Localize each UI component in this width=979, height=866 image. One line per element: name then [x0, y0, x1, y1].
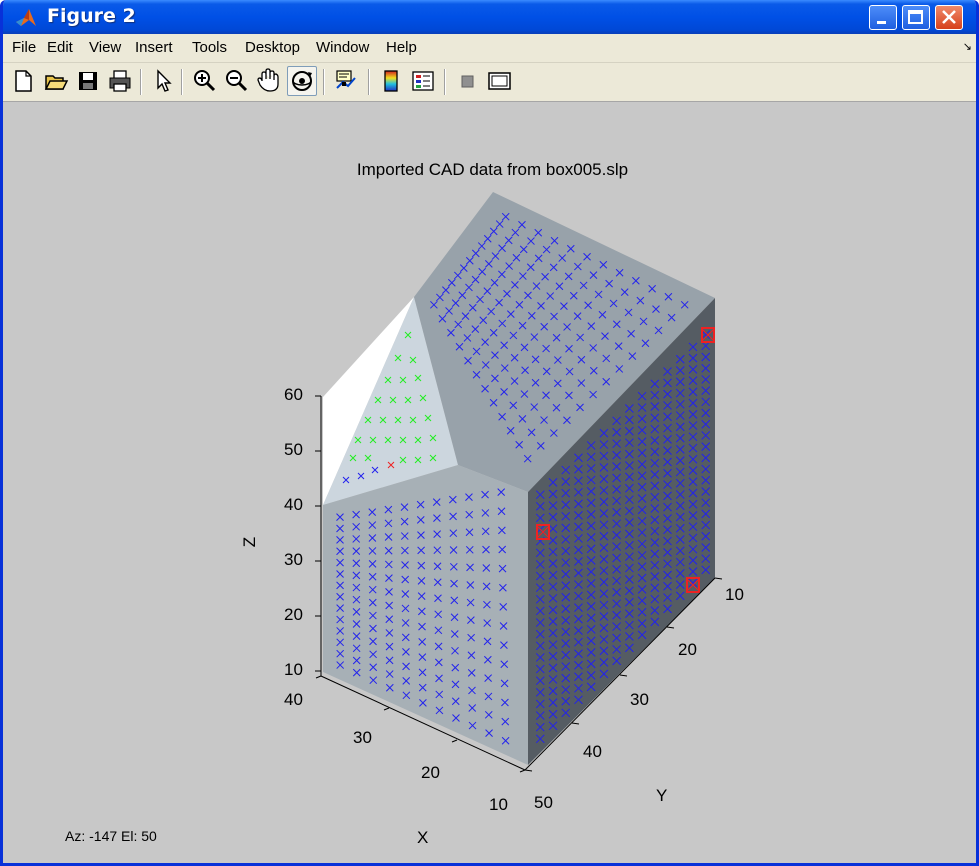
z-tick-label: 40 [284, 495, 303, 514]
new-figure-icon [15, 70, 32, 92]
matlab-logo-icon [16, 9, 36, 26]
z-tick-label: 30 [284, 550, 303, 569]
toolbar-separator [368, 69, 370, 95]
pan-button[interactable] [255, 68, 281, 94]
edit-plot-arrow-icon [157, 69, 172, 92]
menu-file[interactable]: File [12, 39, 37, 56]
x-tick-label: 20 [421, 763, 440, 782]
pan-hand-icon [257, 68, 279, 92]
zoom-out-button[interactable] [223, 68, 249, 94]
open-file-button[interactable] [43, 68, 69, 94]
x-tick-label: 30 [353, 728, 372, 747]
menu-view[interactable]: View [89, 39, 122, 56]
data-cursor-button[interactable] [333, 68, 359, 94]
z-tick-label: 10 [284, 660, 303, 679]
zoom-in-icon [194, 70, 216, 92]
save-icon [79, 72, 97, 90]
y-tick-label: 50 [534, 793, 553, 812]
toolbar-separator [323, 69, 325, 95]
save-button[interactable] [75, 68, 101, 94]
figure-toolbar [3, 63, 976, 102]
maximize-button[interactable] [902, 5, 930, 30]
menu-tools[interactable]: Tools [192, 39, 228, 56]
menu-desktop[interactable]: Desktop [245, 39, 301, 56]
z-tick-label: 50 [284, 440, 303, 459]
window-title: Figure 2 [47, 5, 136, 27]
menu-help[interactable]: Help [386, 39, 417, 56]
open-file-icon [44, 75, 69, 90]
minimize-button[interactable] [869, 5, 897, 30]
toolbar-separator [181, 69, 183, 95]
print-button[interactable] [107, 68, 133, 94]
y-axis-label: Y [656, 786, 668, 805]
show-plot-tools-icon [488, 72, 511, 90]
x-axis-label: X [417, 828, 429, 847]
show-plot-tools-button[interactable] [486, 68, 512, 94]
colorbar-icon [384, 70, 398, 92]
y-tick-label: 30 [630, 690, 649, 709]
y-tick-label: 10 [725, 585, 744, 604]
toolbar-separator [444, 69, 446, 95]
menu-edit[interactable]: Edit [47, 39, 73, 56]
maximize-icon [908, 10, 923, 24]
colorbar-button[interactable] [378, 68, 404, 94]
toolbar-separator [140, 69, 142, 95]
zoom-out-icon [226, 70, 248, 92]
menubar-dock-arrow-icon[interactable]: ↘ [962, 41, 972, 53]
edit-plot-button[interactable] [150, 68, 176, 94]
hide-plot-tools-button[interactable] [454, 68, 480, 94]
rotate-3d-icon [292, 71, 312, 91]
x-tick-label: 10 [489, 795, 508, 814]
rotate-3d-button[interactable] [287, 66, 317, 96]
rotation-readout: Az: -147 El: 50 [65, 828, 157, 844]
z-tick-label: 20 [284, 605, 303, 624]
legend-button[interactable] [410, 68, 436, 94]
y-tick-label: 20 [678, 640, 697, 659]
minimize-icon [877, 21, 886, 24]
print-icon [109, 70, 131, 92]
title-bar[interactable]: Figure 2 [3, 0, 976, 34]
zoom-in-button[interactable] [191, 68, 217, 94]
menu-window[interactable]: Window [316, 39, 370, 56]
legend-icon [412, 71, 434, 91]
x-tick-label: 40 [284, 690, 303, 709]
menu-insert[interactable]: Insert [135, 39, 173, 56]
close-icon [942, 10, 956, 24]
new-figure-button[interactable] [11, 68, 37, 94]
data-cursor-icon [336, 70, 356, 89]
y-tick-label: 40 [583, 742, 602, 761]
close-button[interactable] [935, 5, 963, 30]
hide-plot-tools-icon [461, 75, 474, 88]
figure-canvas[interactable] [3, 102, 976, 863]
menu-bar: File Edit View Insert Tools Desktop Wind… [3, 34, 976, 63]
z-tick-label: 60 [284, 385, 303, 404]
z-axis-label: Z [240, 536, 260, 548]
plot-title: Imported CAD data from box005.slp [356, 160, 629, 179]
